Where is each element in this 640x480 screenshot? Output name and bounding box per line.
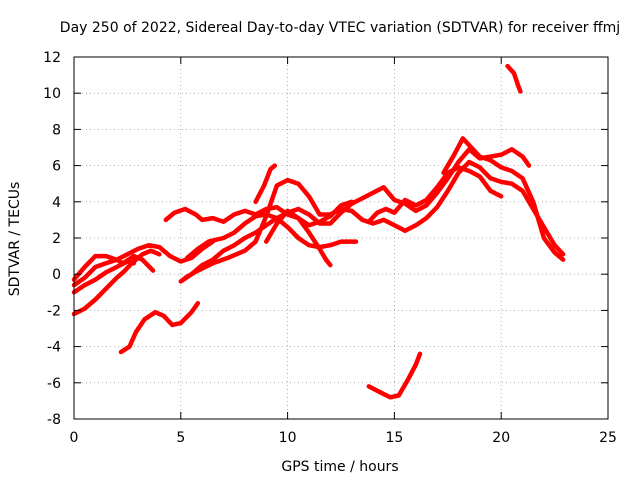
y-tick-label: -4 xyxy=(47,340,61,356)
series-arc-11 xyxy=(263,208,333,268)
x-tick-label: 20 xyxy=(492,430,510,446)
series-arc-9 xyxy=(182,159,566,281)
y-tick-label: -8 xyxy=(47,412,61,428)
series-arc-12 xyxy=(366,165,504,224)
series-arc-13 xyxy=(441,136,566,262)
x-tick-label: 15 xyxy=(385,430,403,446)
x-tick-label: 10 xyxy=(279,430,297,446)
y-tick-label: 12 xyxy=(43,50,61,66)
y-tick-label: 4 xyxy=(52,195,61,211)
x-tick-label: 5 xyxy=(176,430,185,446)
series-arc-1 xyxy=(71,248,162,317)
axes: 0 5 10 15 20 25 -8 -6 -4 -2 0 2 4 6 8 10 12 xyxy=(43,50,617,446)
series-arc-7 xyxy=(184,212,359,261)
y-tick-label: -2 xyxy=(47,303,61,319)
x-axis-label: GPS time / hours xyxy=(281,459,398,475)
y-tick-label: 10 xyxy=(43,86,61,102)
series-arc-5 xyxy=(118,300,201,355)
y-tick-label: -6 xyxy=(47,376,61,392)
series-arc-3 xyxy=(71,253,156,282)
chart-title: Day 250 of 2022, Sidereal Day-to-day VTE… xyxy=(60,20,620,36)
y-axis-label: SDTVAR / TECUs xyxy=(7,182,23,297)
y-tick-label: 8 xyxy=(52,122,61,138)
y-tick-label: 2 xyxy=(52,231,61,247)
series-arc-10 xyxy=(253,163,278,205)
y-tick-label: 0 xyxy=(52,267,61,283)
x-tick-label: 25 xyxy=(599,430,617,446)
grid-lines xyxy=(74,57,608,419)
x-tick-label: 0 xyxy=(70,430,79,446)
y-tick-label: 6 xyxy=(52,159,61,175)
series-arc-15 xyxy=(505,63,523,94)
series-arc-4 xyxy=(71,259,137,295)
data-series xyxy=(71,63,566,400)
series-arc-14 xyxy=(366,351,423,400)
